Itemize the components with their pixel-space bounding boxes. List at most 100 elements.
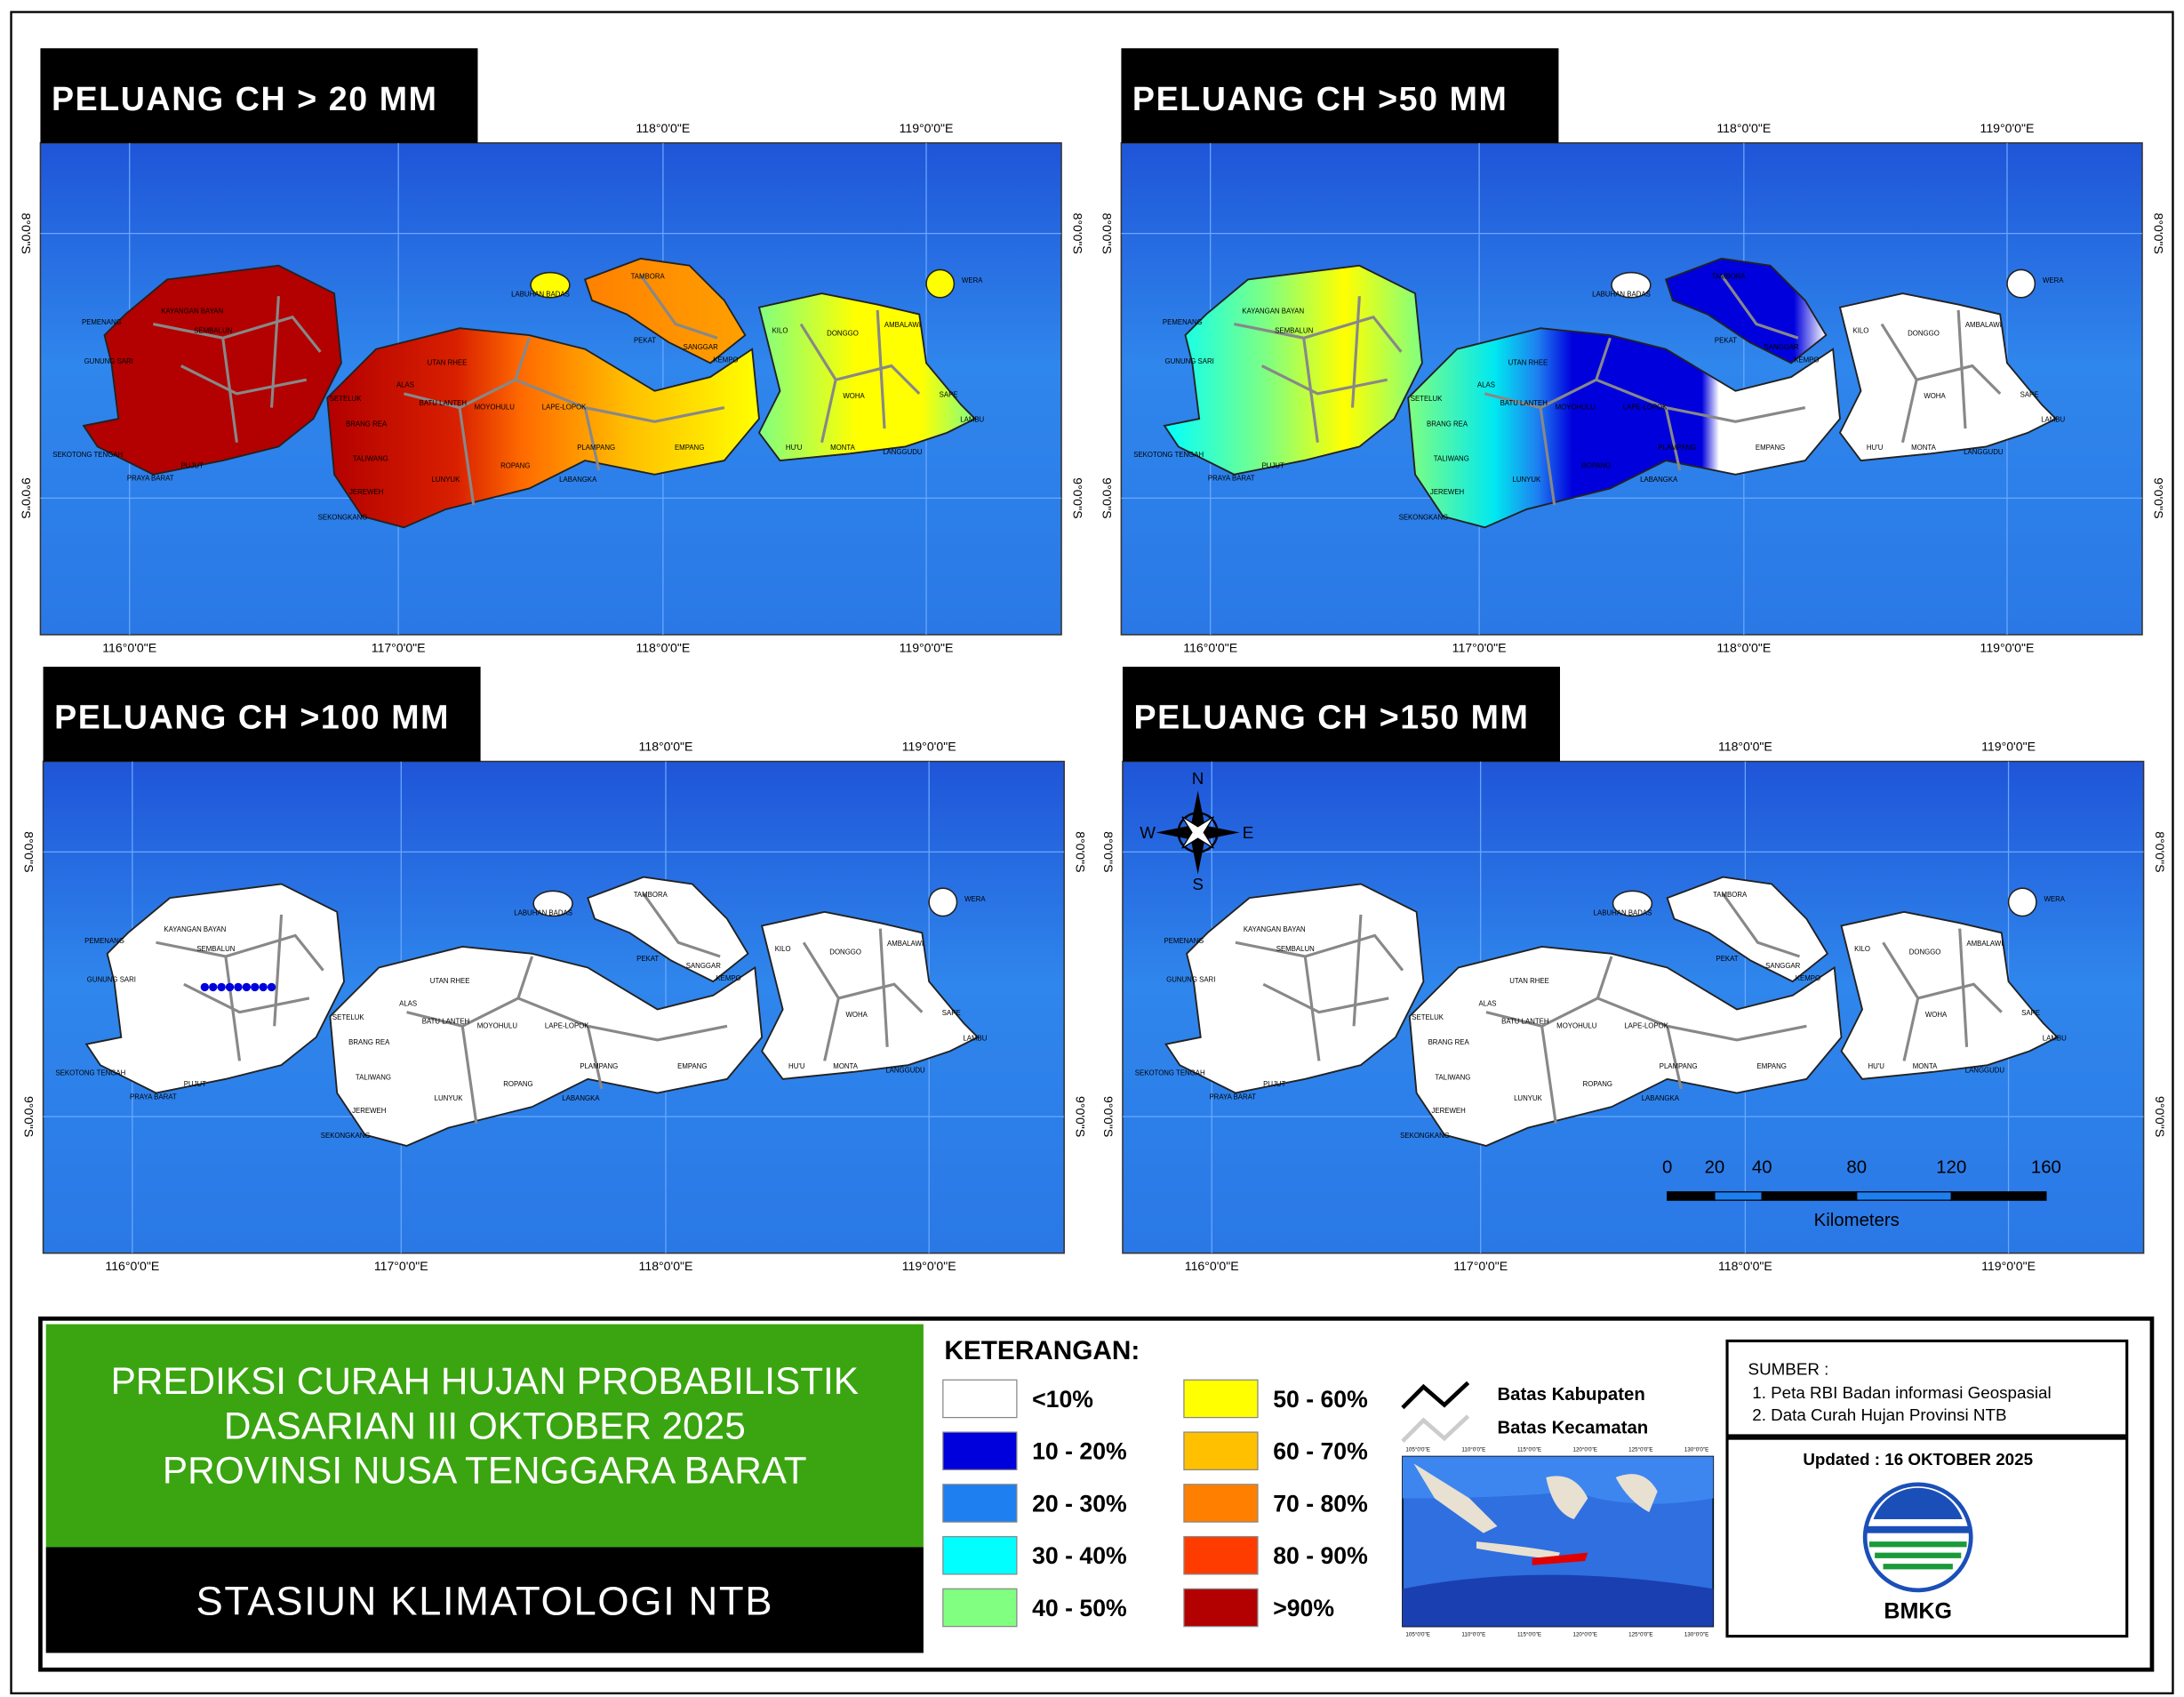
inset-coord: 130°0'0"E [1684, 1632, 1708, 1638]
district-label: JEREWEH [1432, 1107, 1467, 1115]
district-label: MONTA [833, 1062, 858, 1070]
marker [234, 982, 243, 992]
boundary [1484, 378, 1806, 423]
boundary [269, 296, 280, 408]
district-label: SEKOTONG TENGAH [52, 451, 123, 459]
district-label: BRANG REA [1428, 1038, 1470, 1046]
district-label: BATU LANTEH [1501, 1018, 1549, 1026]
legend: <10% 10 - 20% 20 - 30% 30 - 40% 40 - 50% 50 -… [942, 1379, 1368, 1628]
district-label: MOYOHULU [1556, 1021, 1597, 1029]
legend-swatch [1183, 1484, 1259, 1523]
district-label: KEMPO [1796, 974, 1820, 982]
boundary [1595, 337, 1612, 380]
legend-swatch [942, 1588, 1018, 1628]
inset-coord: 115°0'0"E [1517, 1632, 1541, 1638]
inset-coord: 125°0'0"E [1628, 1446, 1652, 1453]
boundary [1262, 982, 1389, 1014]
maps: LABUHAN BADAS TAMBORA PEKAT SANGGAR KILO DONG… [19, 48, 2167, 1273]
district-label: SAPE [2020, 391, 2039, 399]
boundary [406, 997, 728, 1042]
island [2006, 268, 2036, 299]
district-label: PEKAT [1716, 955, 1738, 963]
island [530, 271, 571, 299]
top-coord: 119°0'0"E [902, 740, 956, 754]
right-coord: 9°0'0"S [1071, 477, 1085, 518]
district-label: LANGGUDU [885, 1066, 925, 1074]
boundary [1234, 315, 1403, 353]
inset-land [1615, 1474, 1658, 1513]
district-label: EMPANG [1756, 444, 1785, 452]
district-label: SEKOTONG TENGAH [1135, 1069, 1205, 1077]
district-label: BRANG REA [346, 420, 388, 428]
scale-segment [1714, 1191, 1763, 1201]
island [532, 890, 573, 917]
inset-coord: 110°0'0"E [1461, 1446, 1485, 1453]
district-label: LANGGUDU [1964, 448, 2004, 456]
district-label: EMPANG [1756, 1062, 1786, 1070]
left-coord: 9°0'0"S [22, 1096, 36, 1137]
district-label: SEKOTONG TENGAH [1133, 451, 1204, 459]
district-label: SAPE [942, 1009, 961, 1017]
top-coord: 118°0'0"E [639, 740, 693, 754]
legend-label: 50 - 60% [1273, 1386, 1368, 1413]
island [2007, 887, 2037, 917]
island [326, 327, 760, 529]
legend-swatch [1183, 1588, 1259, 1628]
district-label: PLAMPANG [1660, 1062, 1698, 1070]
district-label: EMPANG [675, 444, 704, 452]
island [1611, 271, 1652, 299]
district-label: LANGGUDU [883, 448, 923, 456]
island [1838, 292, 2058, 462]
scale-label: 120 [1936, 1157, 1966, 1177]
district-label: LABANGKA [559, 476, 597, 484]
district-label: SAPE [2021, 1009, 2040, 1017]
district-label: UTAN RHEE [1509, 977, 1549, 985]
district-label: JEREWEH [352, 1107, 387, 1115]
district-label: LAPE-LOPOK [1624, 1021, 1668, 1029]
district-label: SETELUK [1411, 395, 1443, 403]
map-panel: LABUHAN BADAS TAMBORA PEKAT SANGGAR KILO DONG… [19, 121, 1084, 654]
district-label: BATU LANTEH [1500, 399, 1548, 407]
district-label: GUNUNG SARI [1166, 976, 1215, 984]
boundary [878, 928, 889, 1047]
scale-label: 40 [1752, 1157, 1772, 1177]
district-label: WOHA [846, 1011, 868, 1019]
inset-coord: 110°0'0"E [1461, 1632, 1485, 1638]
right-coord: 9°0'0"S [1074, 1096, 1088, 1137]
updated-date: Updated : 16 OKTOBER 2025 [1803, 1450, 2033, 1469]
top-coord: 118°0'0"E [636, 121, 690, 135]
island [1840, 910, 2059, 1080]
district-label: PEMENANG [1163, 318, 1203, 326]
inset-map [1402, 1455, 1715, 1628]
district-label: PLAMPANG [1658, 444, 1696, 452]
legend-swatch [942, 1431, 1018, 1470]
district-label: SEMBALUN [1275, 326, 1313, 334]
boundary [460, 1026, 478, 1125]
district-label: LAMBU [2041, 416, 2065, 424]
source-title: SUMBER : [1748, 1359, 1829, 1378]
bottom-coord: 116°0'0"E [102, 640, 156, 654]
district-label: LABUHAN BADAS [1592, 291, 1651, 299]
right-coord: 9°0'0"S [2152, 477, 2166, 518]
bottom-coord: 119°0'0"E [1981, 1259, 2036, 1273]
district-label: LAMBU [960, 416, 984, 424]
right-coord: 8°0'0"S [2152, 213, 2166, 254]
left-coord: 8°0'0"S [22, 831, 36, 872]
boundary [273, 914, 284, 1027]
inset-coord: 105°0'0"E [1405, 1632, 1429, 1638]
district-label: PUJUT [1263, 1080, 1285, 1088]
district-label: SANGGAR [1764, 343, 1799, 351]
bottom-coord: 117°0'0"E [372, 640, 426, 654]
logo-text: BMKG [1884, 1599, 1952, 1624]
district-label: TAMBORA [631, 272, 666, 280]
island [1612, 890, 1653, 917]
right-coord: 8°0'0"S [1074, 831, 1088, 872]
inset-land [1476, 1541, 1560, 1560]
district-label: ROPANG [500, 461, 530, 469]
district-label: ALAS [399, 999, 417, 1007]
top-coord: 119°0'0"E [1981, 740, 2036, 754]
map-panel: LABUHAN BADAS TAMBORA PEKAT SANGGAR KILO DONG… [1101, 740, 2167, 1273]
district-label: PRAYA BARAT [130, 1093, 177, 1101]
district-label: WOHA [843, 392, 865, 400]
left-coord: 8°0'0"S [1101, 831, 1116, 872]
